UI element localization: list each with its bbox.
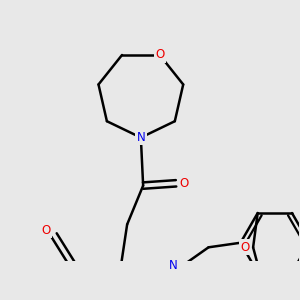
Text: O: O: [155, 49, 164, 62]
Text: O: O: [180, 177, 189, 190]
Text: O: O: [41, 224, 50, 237]
Text: N: N: [136, 131, 145, 144]
Text: O: O: [240, 241, 250, 254]
Text: N: N: [169, 259, 177, 272]
